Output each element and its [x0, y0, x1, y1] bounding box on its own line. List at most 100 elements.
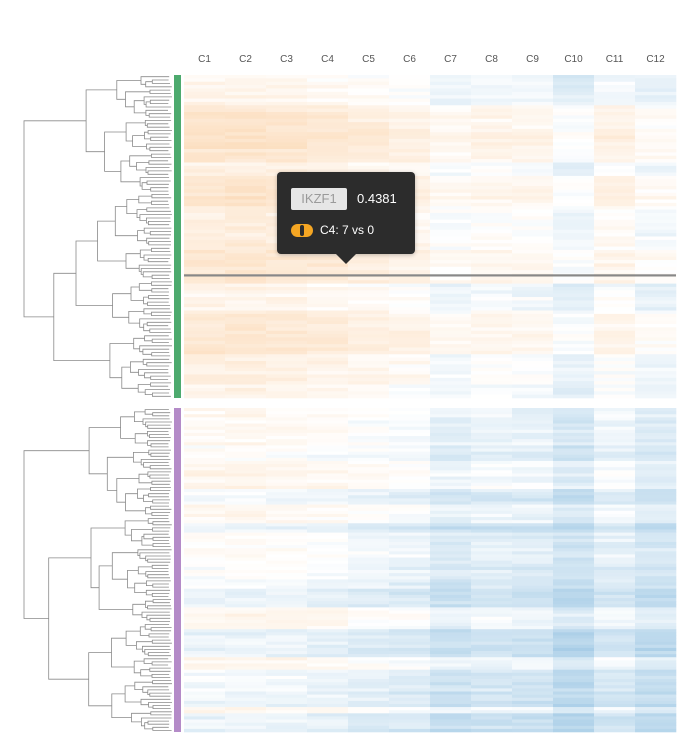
heatmap-cell[interactable]	[512, 357, 554, 362]
heatmap-cell[interactable]	[389, 573, 431, 577]
heatmap-cell[interactable]	[471, 212, 513, 217]
heatmap-cell[interactable]	[348, 513, 390, 518]
heatmap-cell[interactable]	[225, 95, 267, 99]
heatmap-cell[interactable]	[553, 367, 595, 372]
heatmap-cell[interactable]	[512, 722, 554, 727]
heatmap-cell[interactable]	[266, 719, 308, 723]
heatmap-cell[interactable]	[430, 520, 472, 524]
heatmap-cell[interactable]	[389, 501, 431, 505]
heatmap-cell[interactable]	[553, 635, 595, 639]
heatmap-cell[interactable]	[430, 337, 472, 342]
heatmap-cell[interactable]	[594, 672, 636, 677]
heatmap-cell[interactable]	[225, 283, 267, 288]
heatmap-cell[interactable]	[266, 545, 308, 549]
heatmap-cell[interactable]	[225, 442, 267, 446]
heatmap-cell[interactable]	[512, 263, 554, 268]
heatmap-cell[interactable]	[635, 579, 677, 583]
heatmap-cell[interactable]	[307, 697, 349, 702]
heatmap-cell[interactable]	[512, 78, 554, 83]
heatmap-cell[interactable]	[430, 280, 472, 284]
heatmap-cell[interactable]	[389, 354, 431, 358]
heatmap-cell[interactable]	[430, 573, 472, 577]
heatmap-cell[interactable]	[184, 138, 226, 143]
heatmap-cell[interactable]	[553, 122, 595, 126]
heatmap-cell[interactable]	[635, 381, 677, 385]
heatmap-cell[interactable]	[471, 613, 513, 618]
heatmap-cell[interactable]	[307, 473, 349, 477]
heatmap-cell[interactable]	[635, 470, 677, 474]
heatmap-cell[interactable]	[430, 179, 472, 183]
heatmap-cell[interactable]	[471, 535, 513, 540]
heatmap-cell[interactable]	[266, 551, 308, 555]
heatmap-cell[interactable]	[348, 697, 390, 702]
heatmap-cell[interactable]	[389, 75, 431, 79]
heatmap-cell[interactable]	[635, 725, 677, 730]
heatmap-cell[interactable]	[594, 260, 636, 264]
heatmap-cell[interactable]	[430, 541, 472, 546]
heatmap-cell[interactable]	[184, 152, 226, 157]
heatmap-cell[interactable]	[184, 601, 226, 605]
heatmap-cell[interactable]	[307, 300, 349, 305]
heatmap-cell[interactable]	[225, 672, 267, 677]
heatmap-cell[interactable]	[471, 337, 513, 342]
heatmap-cell[interactable]	[307, 570, 349, 574]
heatmap-cell[interactable]	[389, 448, 431, 452]
heatmap-cell[interactable]	[430, 666, 472, 670]
heatmap-cell[interactable]	[266, 728, 308, 733]
heatmap-cell[interactable]	[307, 495, 349, 499]
heatmap-cell[interactable]	[266, 460, 308, 465]
heatmap-cell[interactable]	[307, 423, 349, 427]
heatmap-cell[interactable]	[594, 429, 636, 434]
heatmap-cell[interactable]	[635, 703, 677, 708]
heatmap-cell[interactable]	[512, 613, 554, 618]
heatmap-cell[interactable]	[225, 585, 267, 589]
heatmap-cell[interactable]	[553, 159, 595, 163]
heatmap-cell[interactable]	[225, 460, 267, 465]
heatmap-cell[interactable]	[594, 610, 636, 614]
heatmap-cell[interactable]	[348, 501, 390, 505]
heatmap-cell[interactable]	[348, 307, 390, 311]
heatmap-cell[interactable]	[184, 337, 226, 342]
heatmap-cell[interactable]	[184, 479, 226, 484]
heatmap-cell[interactable]	[594, 454, 636, 459]
heatmap-cell[interactable]	[225, 716, 267, 720]
heatmap-cell[interactable]	[184, 460, 226, 465]
heatmap-cell[interactable]	[307, 703, 349, 708]
heatmap-cell[interactable]	[471, 101, 513, 106]
heatmap-cell[interactable]	[348, 439, 390, 443]
heatmap-cell[interactable]	[225, 635, 267, 639]
heatmap-cell[interactable]	[430, 115, 472, 120]
heatmap-cell[interactable]	[430, 135, 472, 140]
heatmap-cell[interactable]	[553, 432, 595, 437]
heatmap-cell[interactable]	[225, 504, 267, 508]
heatmap-cell[interactable]	[389, 340, 431, 345]
heatmap-cell[interactable]	[430, 246, 472, 251]
heatmap-cell[interactable]	[553, 688, 595, 692]
heatmap-cell[interactable]	[635, 504, 677, 508]
heatmap-cell[interactable]	[635, 557, 677, 561]
heatmap-cell[interactable]	[389, 256, 431, 261]
heatmap-cell[interactable]	[635, 666, 677, 670]
heatmap-cell[interactable]	[430, 675, 472, 680]
heatmap-cell[interactable]	[471, 310, 513, 315]
heatmap-cell[interactable]	[512, 266, 554, 271]
heatmap-cell[interactable]	[225, 384, 267, 389]
heatmap-cell[interactable]	[266, 520, 308, 524]
heatmap-cell[interactable]	[594, 206, 636, 210]
heatmap-cell[interactable]	[512, 610, 554, 614]
heatmap-cell[interactable]	[184, 162, 226, 167]
heatmap-cell[interactable]	[512, 115, 554, 120]
heatmap-cell[interactable]	[430, 78, 472, 83]
heatmap-cell[interactable]	[430, 492, 472, 496]
heatmap-cell[interactable]	[266, 270, 308, 274]
heatmap-cell[interactable]	[184, 371, 226, 375]
heatmap-cell[interactable]	[512, 229, 554, 234]
heatmap-cell[interactable]	[471, 716, 513, 720]
heatmap-cell[interactable]	[512, 75, 554, 79]
heatmap-cell[interactable]	[594, 442, 636, 446]
heatmap-cell[interactable]	[471, 155, 513, 160]
heatmap-cell[interactable]	[307, 162, 349, 167]
heatmap-cell[interactable]	[348, 313, 390, 318]
heatmap-cell[interactable]	[512, 436, 554, 440]
heatmap-cell[interactable]	[471, 691, 513, 695]
